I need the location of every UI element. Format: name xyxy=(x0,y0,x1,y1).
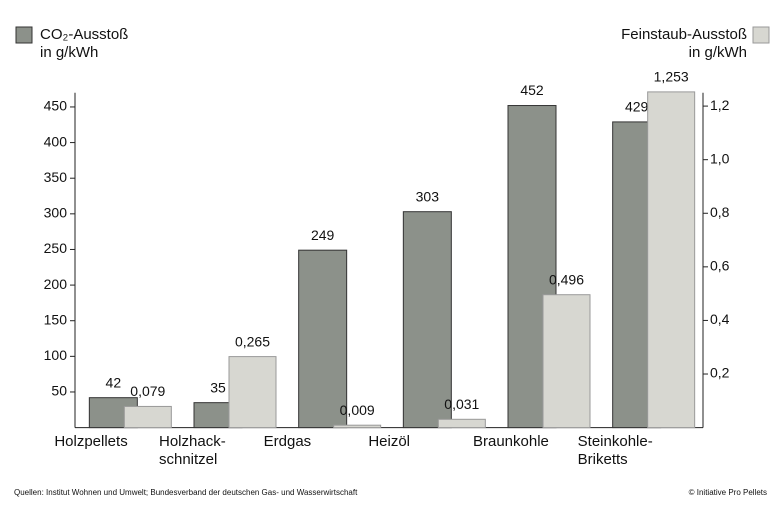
y-tick-label: 450 xyxy=(44,98,68,114)
value-label: 249 xyxy=(311,227,335,243)
value-label: 0,265 xyxy=(235,333,270,349)
bar xyxy=(437,418,486,429)
y-tick-label: 400 xyxy=(44,133,68,149)
x-tick-label: Erdgas xyxy=(263,433,312,450)
legend-label: Feinstaub-Ausstoß in g/kWh xyxy=(621,26,747,61)
x-tick-label: Braunkohle xyxy=(473,433,549,450)
value-label: 0,496 xyxy=(549,271,584,287)
x-tick-label: Heizöl xyxy=(368,433,411,450)
bar xyxy=(228,356,277,429)
y-tick-label: 250 xyxy=(44,240,68,256)
value-label: 0,009 xyxy=(340,402,375,418)
value-label: 303 xyxy=(416,188,440,204)
legend-swatch xyxy=(752,26,770,44)
x-tick-label: Holzpellets xyxy=(54,433,128,450)
value-label: 452 xyxy=(520,82,544,98)
legend-label: CO₂-Ausstoß in g/kWh xyxy=(40,26,129,61)
bar xyxy=(123,405,172,429)
bar xyxy=(542,294,591,429)
x-tick-label: Steinkohle- Briketts xyxy=(577,433,653,468)
y-tick-label: 100 xyxy=(44,347,68,363)
bar xyxy=(333,424,382,429)
value-label: 1,253 xyxy=(654,69,689,85)
value-label: 35 xyxy=(210,379,226,395)
y2-tick-label: 1,0 xyxy=(710,150,730,166)
y-tick-label: 150 xyxy=(44,311,68,327)
y-tick-label: 200 xyxy=(44,276,68,292)
bar xyxy=(298,249,348,429)
y-tick-label: 300 xyxy=(44,205,68,221)
y2-tick-label: 1,2 xyxy=(710,97,730,113)
credit: © Initiative Pro Pellets xyxy=(688,488,767,497)
bar xyxy=(402,211,452,429)
value-label: 0,031 xyxy=(444,396,479,412)
y2-tick-label: 0,6 xyxy=(710,258,730,274)
source: Quellen: Institut Wohnen und Umwelt; Bun… xyxy=(14,488,358,497)
legend-swatch xyxy=(15,26,33,44)
y2-tick-label: 0,8 xyxy=(710,204,730,220)
y2-tick-label: 0,2 xyxy=(710,365,730,381)
y-tick-label: 350 xyxy=(44,169,68,185)
value-label: 429 xyxy=(625,99,649,115)
value-label: 0,079 xyxy=(130,383,165,399)
y2-tick-label: 0,4 xyxy=(710,311,730,327)
x-tick-label: Holzhack- schnitzel xyxy=(159,433,226,468)
y-tick-label: 50 xyxy=(51,383,67,399)
value-label: 42 xyxy=(106,374,122,390)
bar xyxy=(647,91,696,429)
